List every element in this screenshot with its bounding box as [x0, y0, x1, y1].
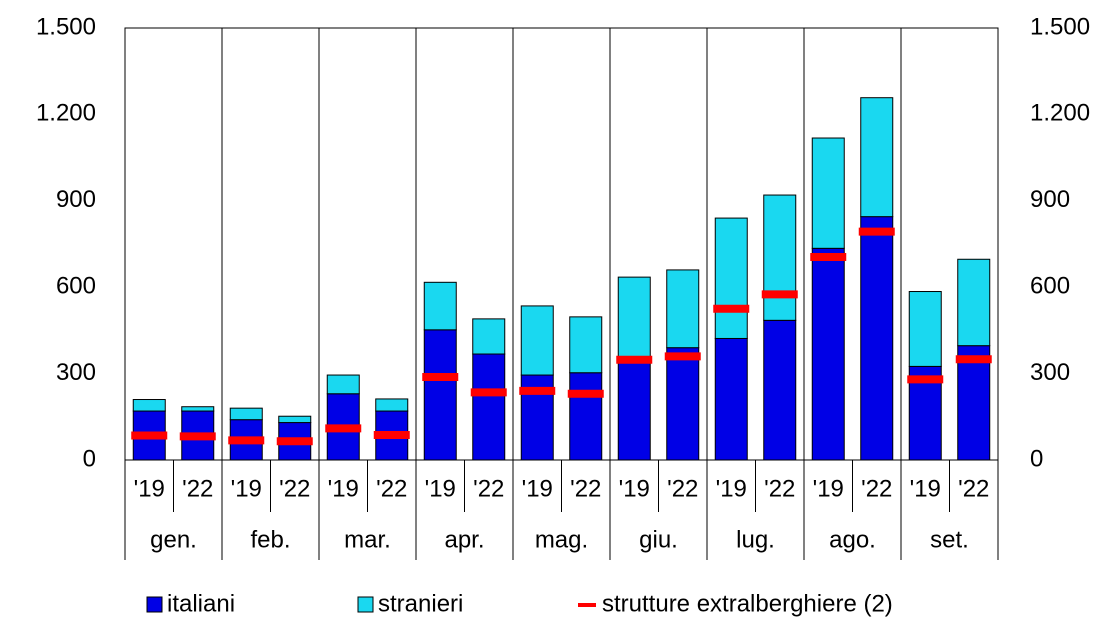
bar	[375, 398, 409, 412]
y2-tick-label: 900	[1030, 186, 1070, 213]
legend-label: strutture extralberghiere (2)	[602, 590, 893, 617]
legend-label: italiani	[167, 590, 235, 617]
group-label: feb.	[250, 526, 290, 553]
legend-swatch	[357, 596, 374, 613]
x-tick-label: '22	[667, 475, 698, 502]
bar	[423, 329, 457, 461]
bar	[569, 316, 603, 374]
x-tick-label: '19	[134, 475, 165, 502]
x-tick-label: '19	[716, 475, 747, 502]
bar	[763, 319, 797, 461]
bar	[666, 347, 700, 461]
bar	[617, 276, 651, 363]
group-label: apr.	[444, 526, 484, 553]
x-tick-label: '19	[522, 475, 553, 502]
y-tick-label: 1.200	[36, 100, 96, 127]
bar	[569, 372, 603, 461]
bar	[132, 399, 166, 412]
y2-tick-label: 300	[1030, 359, 1070, 386]
x-tick-label: '19	[231, 475, 262, 502]
group-label: ago.	[829, 526, 876, 553]
group-label: mag.	[535, 526, 588, 553]
x-tick-label: '22	[473, 475, 504, 502]
bar	[229, 407, 263, 421]
y2-tick-label: 1.500	[1030, 13, 1090, 40]
group-label: set.	[930, 526, 969, 553]
group-label: giu.	[639, 526, 678, 553]
group-label: mar.	[344, 526, 391, 553]
bar	[181, 406, 215, 412]
bar	[472, 318, 506, 355]
x-tick-label: '22	[376, 475, 407, 502]
bar	[860, 97, 894, 218]
bar	[908, 291, 942, 367]
bar	[957, 258, 991, 347]
x-tick-label: '22	[570, 475, 601, 502]
y2-tick-label: 1.200	[1030, 100, 1090, 127]
bar	[278, 415, 312, 424]
x-tick-label: '22	[861, 475, 892, 502]
x-tick-label: '22	[279, 475, 310, 502]
bar	[714, 217, 748, 339]
bar	[860, 216, 894, 461]
y2-tick-label: 600	[1030, 273, 1070, 300]
x-tick-label: '22	[182, 475, 213, 502]
y-tick-label: 0	[83, 445, 96, 472]
y-tick-label: 900	[56, 186, 96, 213]
legend-swatch	[146, 596, 163, 613]
y-tick-label: 600	[56, 273, 96, 300]
x-tick-label: '19	[813, 475, 844, 502]
x-tick-label: '19	[425, 475, 456, 502]
bar	[763, 194, 797, 321]
x-tick-label: '19	[619, 475, 650, 502]
bar	[326, 374, 360, 395]
bar	[666, 269, 700, 349]
bar	[617, 361, 651, 461]
bar	[423, 281, 457, 331]
bar	[520, 305, 554, 376]
x-tick-label: '22	[958, 475, 989, 502]
legend-label: stranieri	[378, 590, 463, 617]
group-label: gen.	[150, 526, 197, 553]
bar	[714, 337, 748, 461]
y-tick-label: 1.500	[36, 13, 96, 40]
bar	[811, 247, 845, 461]
x-tick-label: '19	[328, 475, 359, 502]
bar	[472, 353, 506, 461]
group-label: lug.	[736, 526, 775, 553]
y2-tick-label: 0	[1030, 445, 1043, 472]
x-tick-label: '19	[910, 475, 941, 502]
y-tick-label: 300	[56, 359, 96, 386]
x-tick-label: '22	[764, 475, 795, 502]
bar	[811, 137, 845, 249]
